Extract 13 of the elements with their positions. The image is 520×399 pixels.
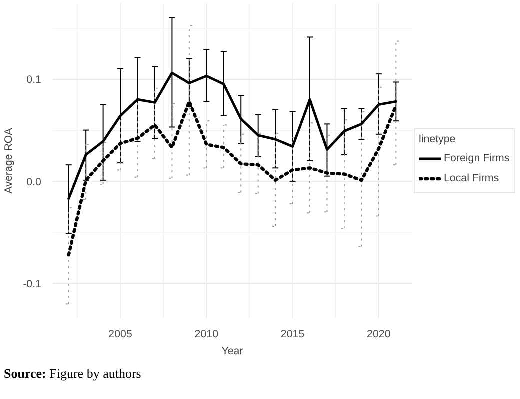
y-axis-title: Average ROA xyxy=(3,127,16,194)
y-tick-label: -0.1 xyxy=(23,278,42,291)
x-tick-label: 2005 xyxy=(108,328,132,340)
legend-label: Foreign Firms xyxy=(444,152,510,164)
x-tick-label: 2020 xyxy=(367,328,391,340)
legend-title: linetype xyxy=(419,133,457,145)
x-tick-label: 2015 xyxy=(280,328,305,340)
legend-label: Local Firms xyxy=(444,172,500,184)
y-tick-label: 0.1 xyxy=(26,74,42,86)
y-tick-label: 0.0 xyxy=(26,176,42,188)
source-note: Source: Figure by authors xyxy=(4,365,142,383)
x-axis-title: Year xyxy=(222,346,244,358)
x-tick-label: 2010 xyxy=(194,328,219,340)
